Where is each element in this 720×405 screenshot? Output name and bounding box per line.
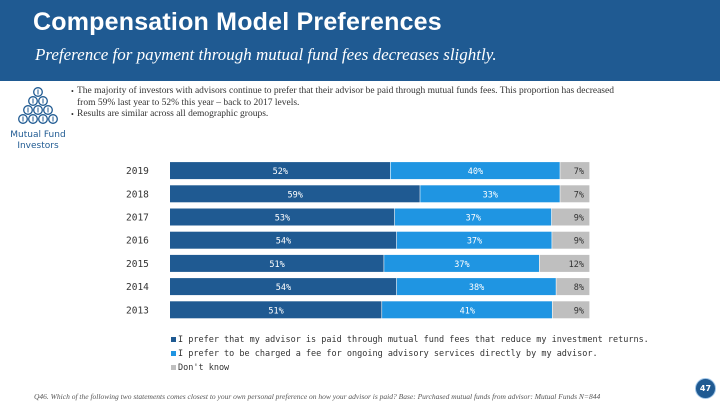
data-label: 51% bbox=[268, 306, 283, 316]
bar-segment bbox=[394, 208, 552, 226]
data-label: 37% bbox=[466, 214, 481, 224]
data-label: 40% bbox=[468, 167, 483, 177]
bar-segment bbox=[539, 254, 590, 272]
data-label: 37% bbox=[467, 237, 482, 247]
data-label: 7% bbox=[574, 167, 584, 177]
legend-label: I prefer to be charged a fee for ongoing… bbox=[178, 349, 598, 359]
legend-swatch bbox=[171, 351, 176, 356]
legend-label: I prefer that my advisor is paid through… bbox=[178, 335, 649, 345]
bar-segment bbox=[552, 301, 590, 319]
bar-segment bbox=[396, 231, 552, 249]
data-label: 38% bbox=[469, 283, 484, 293]
data-label: 9% bbox=[574, 306, 584, 316]
legend-item-direct-fee: I prefer to be charged a fee for ongoing… bbox=[171, 347, 649, 361]
data-label: 33% bbox=[483, 190, 498, 200]
category-label: 2018 bbox=[126, 189, 149, 200]
segment-label: Mutual Fund Investors bbox=[10, 130, 66, 151]
page-subtitle: Preference for payment through mutual fu… bbox=[35, 45, 497, 64]
legend-label: Don't know bbox=[178, 363, 230, 373]
category-label: 2013 bbox=[126, 305, 149, 316]
bar-segment bbox=[170, 162, 391, 180]
category-label: 2016 bbox=[126, 236, 149, 247]
category-label: 2017 bbox=[126, 213, 149, 224]
data-label: 9% bbox=[574, 214, 584, 224]
header-banner: Compensation Model Preferences Preferenc… bbox=[0, 0, 720, 81]
page-number: 47 bbox=[695, 378, 716, 399]
bar-segment bbox=[170, 231, 397, 249]
bar-segment bbox=[170, 254, 384, 272]
data-label: 41% bbox=[460, 306, 475, 316]
data-label: 51% bbox=[269, 260, 284, 270]
finding-1: The majority of investors with advisors … bbox=[71, 86, 713, 98]
data-label: 54% bbox=[276, 283, 291, 293]
bar-segment bbox=[384, 254, 539, 272]
legend-swatch bbox=[171, 365, 176, 370]
category-label: 2014 bbox=[126, 282, 149, 293]
data-label: 7% bbox=[574, 190, 584, 200]
finding-2: Results are similar across all demograph… bbox=[71, 109, 713, 121]
legend-swatch bbox=[171, 337, 176, 342]
data-label: 8% bbox=[574, 283, 584, 293]
legend-item-dont-know: Don't know bbox=[171, 361, 649, 375]
bar-segment bbox=[390, 162, 560, 180]
data-label: 54% bbox=[276, 237, 291, 247]
bar-segment bbox=[560, 162, 590, 180]
bar-segment bbox=[552, 231, 590, 249]
coin-pyramid-icon bbox=[15, 86, 61, 128]
bar-segment bbox=[420, 185, 560, 203]
legend-item-mutual-fund-fees: I prefer that my advisor is paid through… bbox=[171, 333, 649, 347]
chart-legend: I prefer that my advisor is paid through… bbox=[171, 333, 649, 375]
page-title: Compensation Model Preferences bbox=[33, 8, 442, 36]
bar-segment bbox=[382, 301, 552, 319]
key-findings: The majority of investors with advisors … bbox=[71, 86, 713, 121]
bar-segment bbox=[556, 278, 590, 296]
data-label: 59% bbox=[287, 190, 302, 200]
bar-segment bbox=[396, 278, 556, 296]
category-label: 2015 bbox=[126, 259, 149, 270]
data-label: 37% bbox=[454, 260, 469, 270]
bar-segment bbox=[170, 185, 420, 203]
bar-segment bbox=[170, 208, 395, 226]
data-label: 53% bbox=[275, 214, 290, 224]
bar-segment bbox=[560, 185, 590, 203]
data-label: 12% bbox=[569, 260, 584, 270]
data-label: 9% bbox=[574, 237, 584, 247]
category-label: 2019 bbox=[126, 166, 149, 177]
bar-segment bbox=[170, 301, 382, 319]
bar-segment bbox=[551, 208, 590, 226]
data-label: 52% bbox=[273, 167, 288, 177]
bar-segment bbox=[170, 278, 397, 296]
footnote: Q46. Which of the following two statemen… bbox=[34, 392, 601, 401]
finding-1-continued: from 59% last year to 52% this year – ba… bbox=[77, 97, 300, 108]
